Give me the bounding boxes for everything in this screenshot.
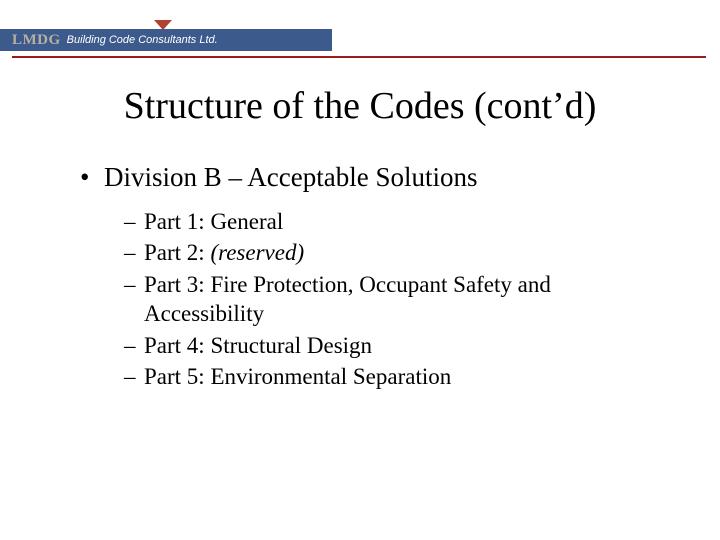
list-item: – Part 4: Structural Design (124, 331, 660, 360)
list-item-text: Part 3: Fire Protection, Occupant Safety… (144, 270, 604, 329)
slide-title: Structure of the Codes (cont’d) (60, 84, 660, 128)
list-item: – Part 1: General (124, 207, 660, 236)
list-item-text: Part 5: Environmental Separation (144, 362, 451, 391)
header-notch-icon (154, 20, 172, 30)
list-item-text: Part 1: General (144, 207, 283, 236)
brand-text: LMDG (12, 32, 61, 49)
bullet-level1: • Division B – Acceptable Solutions (80, 162, 660, 193)
list-item-italic: (reserved) (210, 240, 304, 265)
list-item-text: Part 2: (reserved) (144, 238, 304, 267)
slide-content: Structure of the Codes (cont’d) • Divisi… (80, 84, 660, 394)
list-item-text: Part 4: Structural Design (144, 331, 372, 360)
brand-tagline: Building Code Consultants Ltd. (67, 34, 218, 46)
dash-icon: – (124, 331, 144, 360)
bullet-level1-text: Division B – Acceptable Solutions (104, 162, 477, 193)
list-item-prefix: Part 2: (144, 240, 210, 265)
bullet-dot: • (80, 162, 104, 193)
dash-icon: – (124, 238, 144, 267)
horizontal-rule (12, 56, 706, 58)
list-item: – Part 3: Fire Protection, Occupant Safe… (124, 270, 660, 329)
sub-list: – Part 1: General – Part 2: (reserved) –… (124, 207, 660, 392)
dash-icon: – (124, 270, 144, 329)
list-item: – Part 2: (reserved) (124, 238, 660, 267)
list-item: – Part 5: Environmental Separation (124, 362, 660, 391)
header-bar: LMDG Building Code Consultants Ltd. (0, 29, 332, 51)
dash-icon: – (124, 362, 144, 391)
dash-icon: – (124, 207, 144, 236)
